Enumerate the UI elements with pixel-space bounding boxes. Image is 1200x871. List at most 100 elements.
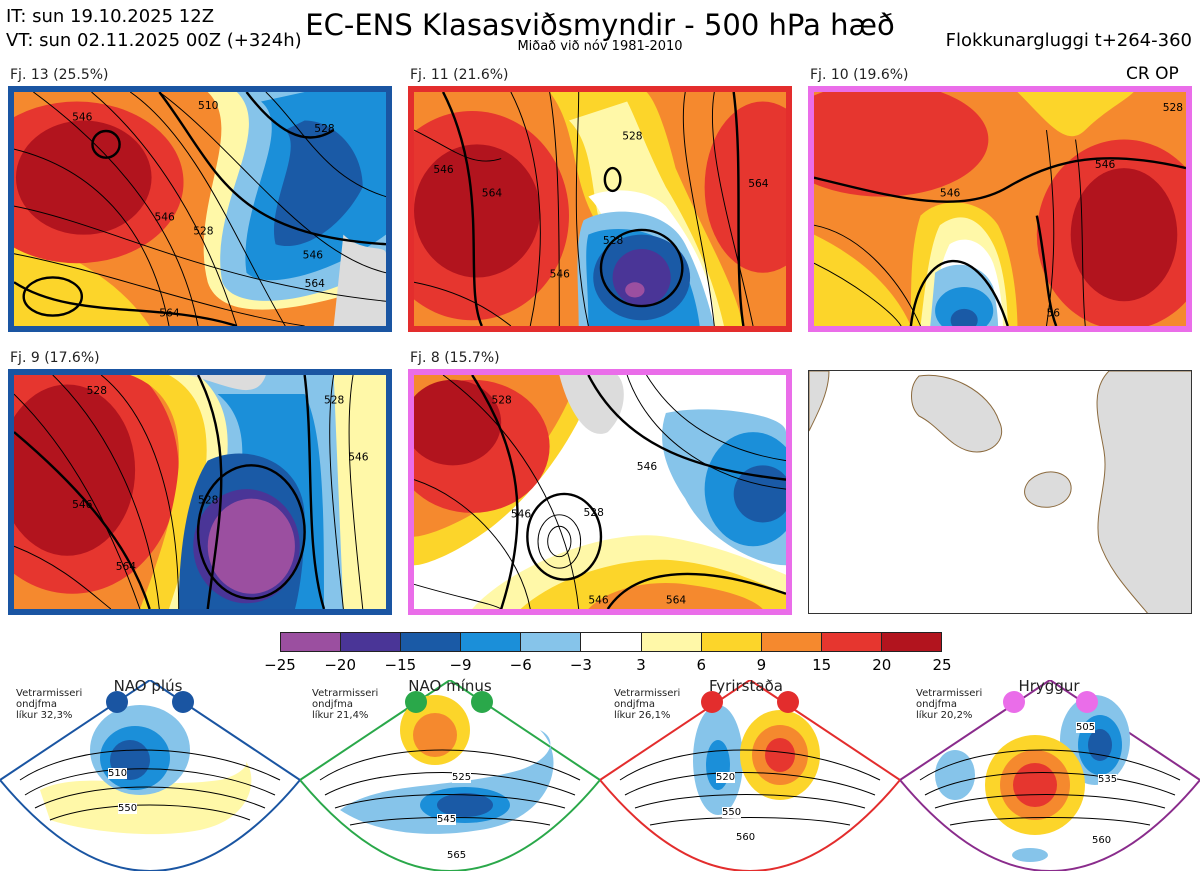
regime-contour-label: 505 bbox=[1076, 722, 1096, 733]
cluster-map-10: 546 528 546 56 bbox=[808, 86, 1192, 332]
contour-label: 546 bbox=[550, 269, 571, 281]
init-time: IT: sun 19.10.2025 12Z bbox=[6, 6, 215, 27]
contour-label: 528 bbox=[1163, 102, 1183, 114]
colorbar-swatch bbox=[461, 633, 522, 651]
contour-label: 528 bbox=[314, 123, 334, 135]
regime-note: Vetrarmisseri ondjfma líkur 32,3% bbox=[16, 688, 83, 721]
regime-name: NAO mínus bbox=[408, 677, 492, 695]
regime-contour-label: 545 bbox=[437, 814, 457, 825]
cluster-map-9: 528 546 564 528 546 528 bbox=[8, 369, 392, 615]
colorbar-tick-label: −6 bbox=[509, 656, 532, 674]
contour-label: 564 bbox=[116, 561, 137, 573]
contour-label: 528 bbox=[584, 507, 604, 519]
valid-time: VT: sun 02.11.2025 00Z (+324h) bbox=[6, 30, 302, 51]
cluster-label: Fj. 11 (21.6%) bbox=[410, 67, 509, 83]
colorbar-swatch bbox=[521, 633, 582, 651]
colorbar-tick-label: −20 bbox=[324, 656, 356, 674]
colorbar-tick-label: 15 bbox=[812, 656, 832, 674]
contour-label: 546 bbox=[154, 211, 175, 223]
cr-op-label: CR OP bbox=[1126, 64, 1179, 84]
regime-dot bbox=[172, 691, 194, 713]
contour-label: 546 bbox=[348, 452, 369, 464]
contour-label: 546 bbox=[1095, 159, 1116, 171]
colorbar-tick-label: −9 bbox=[449, 656, 472, 674]
regime-contour-label: 550 bbox=[722, 807, 742, 818]
colorbar-swatch bbox=[881, 633, 942, 651]
contour-label: 528 bbox=[87, 385, 107, 397]
base-map bbox=[808, 370, 1192, 614]
colorbar-swatch bbox=[341, 633, 402, 651]
colorbar-tick-label: −15 bbox=[384, 656, 417, 674]
contour-label: 546 bbox=[637, 461, 658, 473]
regime-contour-label: 550 bbox=[118, 803, 138, 814]
contour-label: 528 bbox=[622, 131, 642, 143]
colorbar-swatch bbox=[641, 633, 702, 651]
contour-label: 528 bbox=[193, 226, 213, 238]
regime-name: Hryggur bbox=[1018, 677, 1080, 695]
colorbar bbox=[280, 632, 942, 652]
colorbar-tick-label: −25 bbox=[264, 656, 296, 674]
regime-contour-label: 565 bbox=[447, 850, 467, 861]
contour-label: 546 bbox=[588, 594, 609, 606]
colorbar-swatch bbox=[821, 633, 882, 651]
colorbar-swatch bbox=[701, 633, 762, 651]
cluster-label: Fj. 8 (15.7%) bbox=[410, 350, 500, 366]
contour-label: 546 bbox=[511, 509, 532, 521]
cluster-map-13: 546 528 564 564 546 510 528 546 bbox=[8, 86, 392, 332]
contour-label: 546 bbox=[72, 499, 93, 511]
regime-contour-label: 560 bbox=[736, 832, 756, 843]
contour-label: 528 bbox=[492, 395, 512, 407]
contour-label: 564 bbox=[159, 308, 180, 320]
colorbar-swatch bbox=[581, 633, 642, 651]
regime-note: Vetrarmisseri ondjfma líkur 20,2% bbox=[916, 688, 983, 721]
regime-nao-minus bbox=[300, 680, 600, 871]
cluster-map-8: 528 546 546 528 546 564 bbox=[408, 369, 792, 615]
contour-label: 564 bbox=[666, 594, 687, 606]
regime-contour-label: 535 bbox=[1098, 774, 1118, 785]
regime-dot bbox=[471, 691, 493, 713]
colorbar-tick-label: 20 bbox=[872, 656, 892, 674]
contour-label: 546 bbox=[72, 112, 93, 124]
colorbar-tick-label: −3 bbox=[569, 656, 592, 674]
contour-label: 546 bbox=[303, 250, 324, 262]
regime-note: Vetrarmisseri ondjfma líkur 21,4% bbox=[312, 688, 379, 721]
contour-label: 546 bbox=[433, 164, 454, 176]
regime-contour-label: 525 bbox=[452, 772, 472, 783]
colorbar-swatch bbox=[761, 633, 822, 651]
cluster-label: Fj. 13 (25.5%) bbox=[10, 67, 109, 83]
regime-note: Vetrarmisseri ondjfma líkur 26,1% bbox=[614, 688, 681, 721]
contour-label: 510 bbox=[198, 100, 219, 112]
contour-label: 56 bbox=[1047, 308, 1061, 320]
classification-window: Flokkunargluggi t+264-360 bbox=[945, 30, 1192, 51]
page-subtitle: Miðað við nóv 1981-2010 bbox=[517, 39, 683, 54]
colorbar-swatch bbox=[281, 633, 342, 651]
colorbar-tick-label: 25 bbox=[932, 656, 952, 674]
regime-contour-label: 510 bbox=[108, 768, 128, 779]
regime-dot bbox=[1003, 691, 1025, 713]
colorbar-tick-label: 3 bbox=[636, 656, 646, 674]
contour-label: 528 bbox=[324, 395, 344, 407]
regime-contour-label: 560 bbox=[1092, 835, 1112, 846]
regime-dot bbox=[106, 691, 128, 713]
contour-label: 546 bbox=[940, 188, 961, 200]
contour-label: 528 bbox=[603, 235, 623, 247]
page-title: EC-ENS Klasasviðsmyndir - 500 hPa hæð bbox=[305, 8, 895, 42]
cluster-label: Fj. 9 (17.6%) bbox=[10, 350, 100, 366]
contour-label: 528 bbox=[198, 494, 218, 506]
regime-dot bbox=[405, 691, 427, 713]
regime-blocking bbox=[600, 680, 900, 871]
regime-dot bbox=[1076, 691, 1098, 713]
colorbar-tick-label: 6 bbox=[696, 656, 707, 674]
regime-dot bbox=[701, 691, 723, 713]
regime-contour-label: 520 bbox=[716, 772, 736, 783]
contour-label: 564 bbox=[482, 188, 503, 200]
regime-name: Fyrirstaða bbox=[709, 677, 783, 695]
regime-dot bbox=[777, 691, 799, 713]
cluster-label: Fj. 10 (19.6%) bbox=[810, 67, 909, 83]
cluster-map-11: 546 564 528 528 546 564 bbox=[408, 86, 792, 332]
contour-label: 564 bbox=[748, 178, 769, 190]
colorbar-tick-label: 9 bbox=[756, 656, 767, 674]
contour-label: 564 bbox=[305, 278, 326, 290]
regime-name: NAO plús bbox=[113, 677, 183, 695]
colorbar-swatch bbox=[401, 633, 462, 651]
